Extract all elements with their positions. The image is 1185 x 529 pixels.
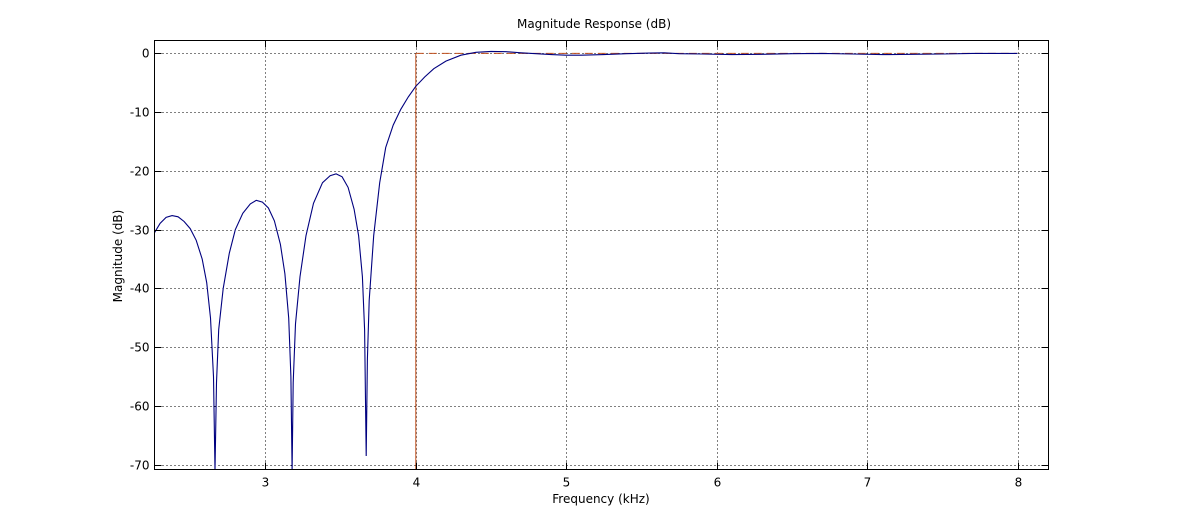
plot-area xyxy=(154,50,1018,470)
x-tick-labels: 3 4 5 6 7 8 xyxy=(262,476,1023,490)
x-tick-label: 5 xyxy=(563,476,571,490)
response-curve xyxy=(154,50,1018,470)
y-tick-labels: 0 -10 -20 -30 -40 -50 -60 -70 xyxy=(130,47,150,473)
x-tick-label: 8 xyxy=(1015,476,1023,490)
x-axis-label: Frequency (kHz) xyxy=(552,492,649,506)
y-tick-label: -10 xyxy=(130,106,150,120)
y-tick-label: 0 xyxy=(142,47,150,61)
x-tick-label: 7 xyxy=(864,476,872,490)
x-tick-label: 4 xyxy=(413,476,421,490)
axes-box xyxy=(154,40,1049,470)
y-tick-label: -50 xyxy=(130,341,150,355)
grid-lines xyxy=(154,40,1049,470)
x-tick-label: 3 xyxy=(262,476,270,490)
y-tick-label: -40 xyxy=(130,282,150,296)
y-tick-label: -70 xyxy=(130,459,150,473)
y-tick-label: -30 xyxy=(130,224,150,238)
y-tick-label: -20 xyxy=(130,165,150,179)
y-axis-label: Magnitude (dB) xyxy=(111,210,125,303)
chart-title: Magnitude Response (dB) xyxy=(517,17,671,31)
y-tick-label: -60 xyxy=(130,400,150,414)
x-tick-label: 6 xyxy=(714,476,722,490)
axis-ticks xyxy=(154,40,1049,470)
